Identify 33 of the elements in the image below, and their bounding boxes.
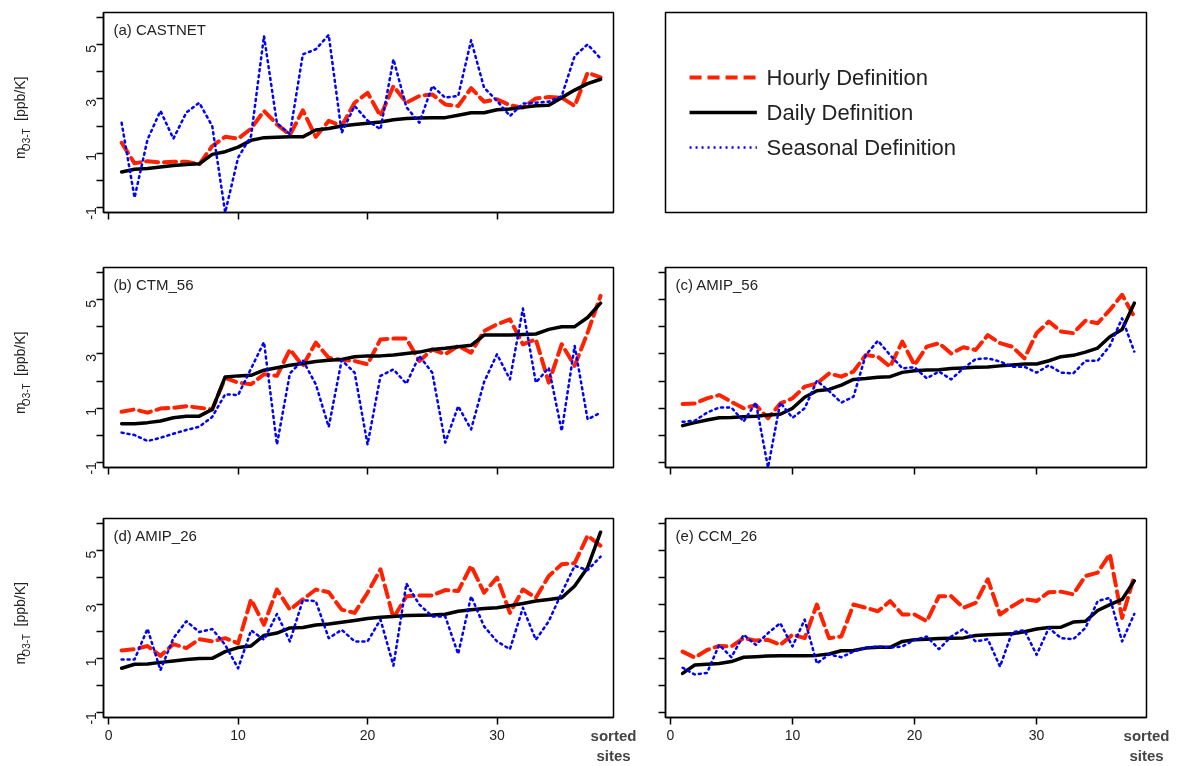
y-tick-label: 3 [83, 98, 100, 107]
x-tick-label: 20 [359, 726, 376, 743]
y-tick-label: 5 [83, 44, 100, 53]
y-tick-label: -1 [83, 711, 100, 725]
x-tick-label: 0 [666, 726, 675, 743]
text: (d) AMIP_26 [113, 526, 197, 544]
y-axis-title: mO3-T [ppb/K] [11, 582, 32, 665]
x-axis-title: sorted sites [590, 726, 637, 764]
y-tick-label: 3 [83, 353, 100, 362]
y-axis-title: mO3-T [ppb/K] [11, 76, 32, 159]
text: (c) AMIP_56 [675, 275, 759, 293]
x-tick-label: 30 [1028, 726, 1045, 743]
x-tick-label: 0 [104, 726, 113, 743]
y-tick-label: 3 [83, 604, 100, 613]
y-tick-label: 1 [83, 658, 100, 667]
y-tick-label: 1 [83, 407, 100, 416]
y-tick-label: 5 [83, 299, 100, 308]
y-tick-label: -1 [83, 206, 100, 220]
text: (b) CTM_56 [113, 275, 194, 293]
x-tick-label: 30 [489, 726, 505, 743]
x-tick-label: 20 [906, 726, 923, 743]
legend-label: Daily Definition [766, 100, 914, 125]
y-tick-label: 1 [83, 152, 100, 161]
y-tick-label: 5 [83, 550, 100, 559]
y-tick-label: -1 [83, 461, 100, 475]
legend-label: Hourly Definition [766, 65, 928, 90]
x-tick-label: 10 [230, 726, 247, 743]
text: (a) CASTNET [113, 20, 207, 38]
legend-label: Seasonal Definition [766, 135, 957, 160]
x-tick-label: 10 [784, 726, 801, 743]
y-axis-title: mO3-T [ppb/K] [11, 331, 32, 414]
text: (e) CCM_26 [675, 526, 758, 544]
x-axis-title: sorted sites [1123, 726, 1170, 764]
